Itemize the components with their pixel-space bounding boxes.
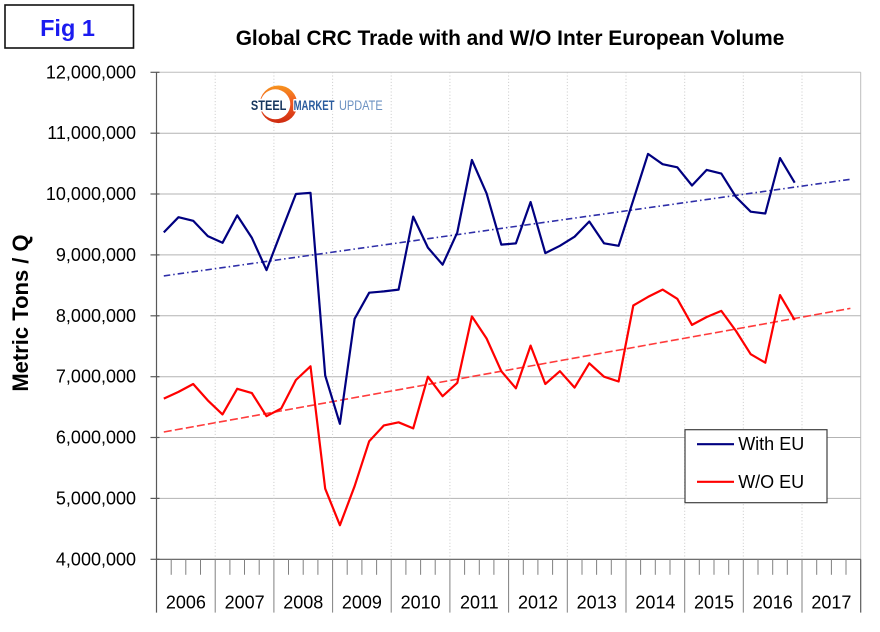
svg-text:STEEL: STEEL [251, 97, 287, 113]
svg-text:7,000,000: 7,000,000 [56, 367, 136, 387]
svg-text:Global CRC Trade with and W/O: Global CRC Trade with and W/O Inter Euro… [236, 27, 785, 50]
svg-text:2015: 2015 [694, 593, 734, 613]
svg-text:2010: 2010 [401, 593, 441, 613]
svg-text:2012: 2012 [518, 593, 558, 613]
svg-text:11,000,000: 11,000,000 [47, 123, 136, 143]
svg-text:10,000,000: 10,000,000 [46, 184, 136, 204]
svg-text:MARKET: MARKET [294, 97, 335, 113]
svg-text:2016: 2016 [753, 593, 793, 613]
svg-text:2011: 2011 [460, 593, 499, 613]
svg-text:2007: 2007 [225, 593, 265, 613]
svg-text:8,000,000: 8,000,000 [56, 306, 136, 326]
svg-text:2008: 2008 [283, 593, 323, 613]
svg-text:9,000,000: 9,000,000 [56, 245, 136, 265]
svg-text:12,000,000: 12,000,000 [46, 62, 136, 82]
svg-text:6,000,000: 6,000,000 [56, 428, 136, 448]
svg-text:5,000,000: 5,000,000 [56, 488, 136, 508]
svg-text:2006: 2006 [166, 593, 206, 613]
svg-text:2017: 2017 [811, 593, 851, 613]
svg-text:2014: 2014 [635, 593, 675, 613]
svg-text:With EU: With EU [738, 434, 804, 454]
svg-text:Fig 1: Fig 1 [40, 15, 95, 41]
svg-text:4,000,000: 4,000,000 [56, 549, 136, 569]
svg-text:2013: 2013 [577, 593, 617, 613]
svg-text:W/O EU: W/O EU [738, 472, 804, 492]
svg-text:2009: 2009 [342, 593, 382, 613]
svg-text:UPDATE: UPDATE [339, 97, 383, 113]
svg-text:Metric Tons / Q: Metric Tons / Q [8, 234, 33, 391]
